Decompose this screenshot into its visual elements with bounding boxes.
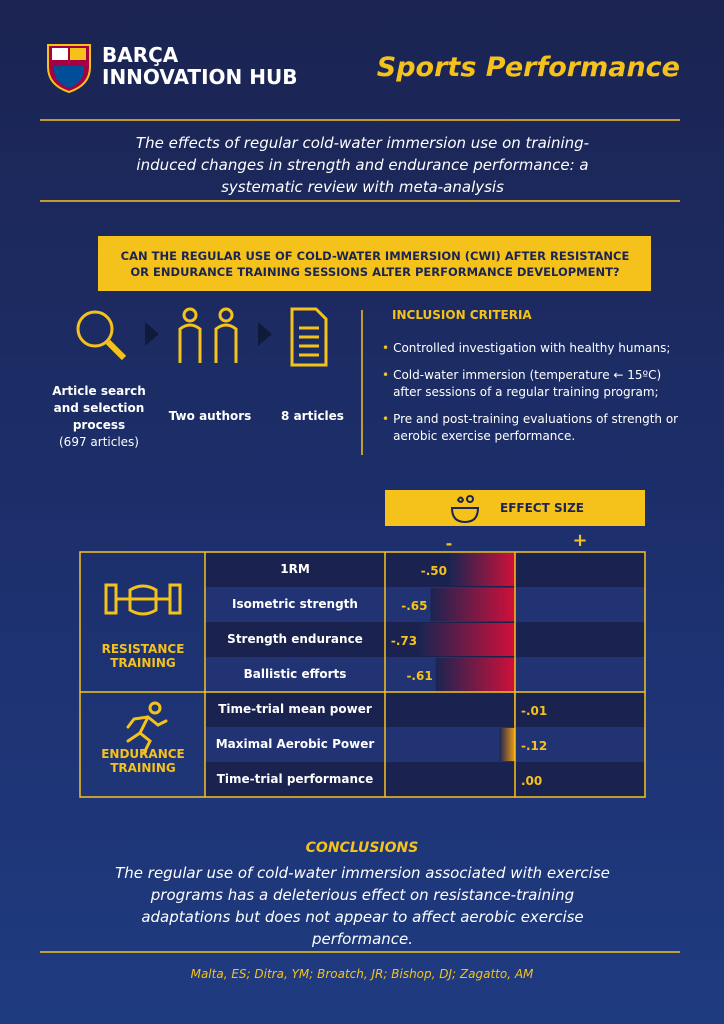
question: CAN THE REGULAR USE OF COLD-WATER IMMERS…	[120, 249, 630, 279]
outcome-label: Time-trial performance	[217, 772, 374, 786]
value-label: -.50	[421, 564, 447, 578]
criterion-text: Pre and post-training evaluations of str…	[393, 412, 679, 443]
value-label: -.61	[406, 669, 432, 683]
table-frame	[79, 551, 646, 798]
row-bg	[205, 587, 645, 622]
arrow	[258, 322, 272, 346]
question-box	[98, 236, 651, 291]
value-label: .00	[521, 774, 542, 788]
articles-icon	[290, 307, 328, 367]
inclusion-list: • Controlled investigation with healthy h…	[382, 340, 682, 455]
outcome-label: 1RM	[280, 562, 310, 576]
group-name: RESISTANCE TRAINING	[101, 642, 185, 670]
step-label: Article search and selection process	[52, 384, 146, 432]
brand-line: INNOVATION HUB	[102, 65, 298, 89]
row-bg	[205, 657, 645, 692]
bar	[435, 658, 515, 691]
bullet: •	[382, 412, 390, 426]
authors: Malta, ES; Ditra, YM; Broatch, JR; Bisho…	[190, 967, 534, 981]
bar	[499, 728, 515, 761]
value-label: -.73	[391, 634, 417, 648]
brand: BARÇA INNOVATION HUB	[102, 44, 297, 88]
dumbbell-icon	[104, 583, 182, 616]
effect-title: EFFECT SIZE	[500, 501, 584, 515]
group-name: ENDURANCE TRAINING	[101, 747, 185, 775]
logo-part	[54, 66, 84, 88]
logo-part	[52, 48, 68, 60]
outcome-label: Time-trial mean power	[218, 702, 372, 716]
bar	[420, 623, 515, 656]
outcome-label: Isometric strength	[232, 597, 358, 611]
outcome-label: Ballistic efforts	[244, 667, 347, 681]
authors-icon	[178, 307, 238, 363]
criterion: • Cold-water immersion (temperature ← 15º…	[382, 367, 682, 401]
row-bg	[205, 727, 645, 762]
row-bg	[205, 552, 645, 587]
positive-label: +	[572, 530, 588, 551]
value-label: -.65	[401, 599, 427, 613]
criterion-text: Controlled investigation with healthy hu…	[393, 341, 671, 355]
section-title: Sports Performance	[376, 52, 680, 83]
cwi-icon	[450, 495, 480, 524]
criterion-text: Cold-water immersion (temperature ← 15ºC…	[393, 368, 662, 399]
step-label: 8 articles	[281, 409, 344, 423]
conclusions-title: CONCLUSIONS	[305, 840, 419, 856]
step: Article search and selection process (697…	[45, 383, 153, 451]
conclusions-text: The regular use of cold-water immersion …	[115, 864, 610, 948]
arrow	[145, 322, 159, 346]
outcome-label: Strength endurance	[227, 632, 363, 646]
bar	[430, 588, 515, 621]
effect-header	[385, 490, 645, 526]
brand-line: BARÇA	[102, 43, 179, 67]
bullet: •	[382, 368, 390, 382]
criterion: • Pre and post-training evaluations of st…	[382, 411, 682, 445]
runner-icon	[126, 701, 168, 755]
value-label: -.12	[521, 739, 547, 753]
inclusion-title: INCLUSION CRITERIA	[392, 308, 532, 322]
bar	[450, 553, 515, 586]
row-bg	[205, 762, 645, 797]
article-title: The effects of regular cold-water immers…	[135, 134, 590, 196]
step-note: (697 articles)	[59, 435, 139, 449]
value-label: -.01	[521, 704, 547, 718]
row-bg	[205, 692, 645, 727]
effect-chart: 1RM -.50 Isometric strength -.65 Strength en…	[205, 552, 645, 797]
logo-part	[70, 48, 86, 60]
search-icon	[76, 310, 127, 361]
negative-label: -	[445, 534, 453, 553]
outcome-label: Maximal Aerobic Power	[216, 737, 375, 751]
criterion: • Controlled investigation with healthy h…	[382, 340, 682, 357]
step-label: Two authors	[168, 409, 252, 423]
bullet: •	[382, 341, 390, 355]
